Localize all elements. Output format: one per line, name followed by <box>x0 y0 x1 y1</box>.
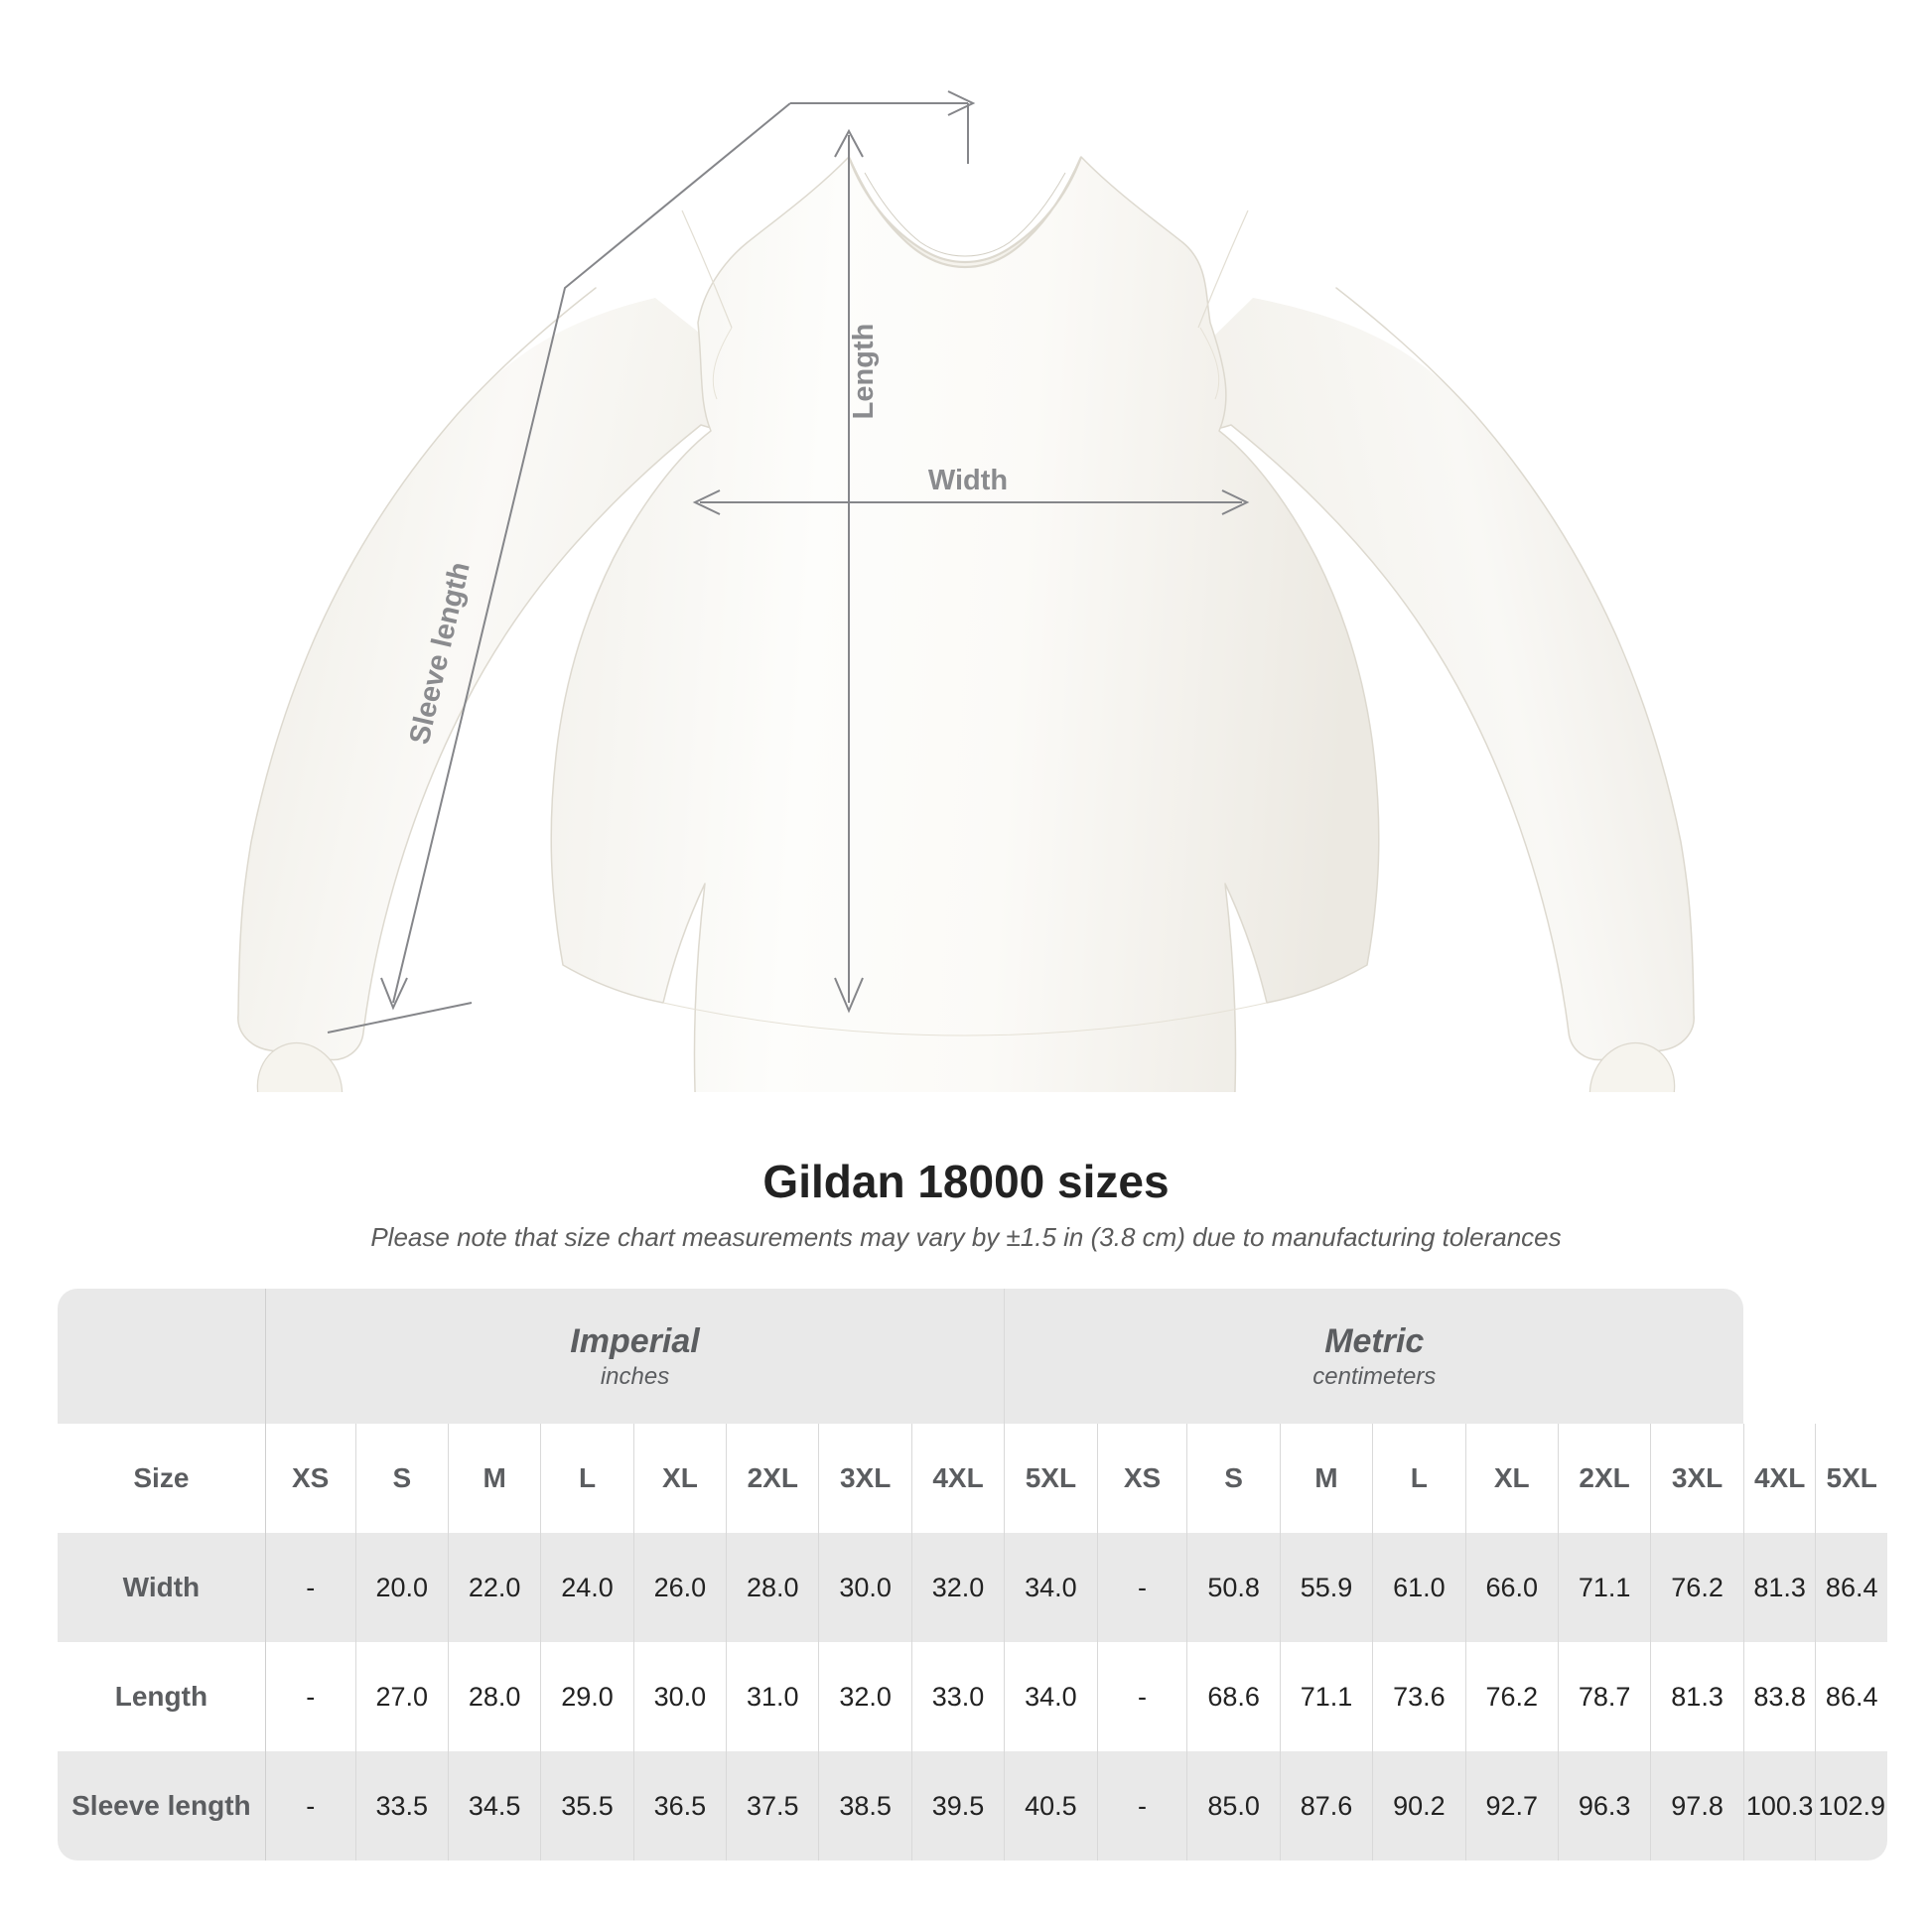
svg-text:Length: Length <box>848 324 880 420</box>
svg-text:Width: Width <box>928 465 1008 496</box>
